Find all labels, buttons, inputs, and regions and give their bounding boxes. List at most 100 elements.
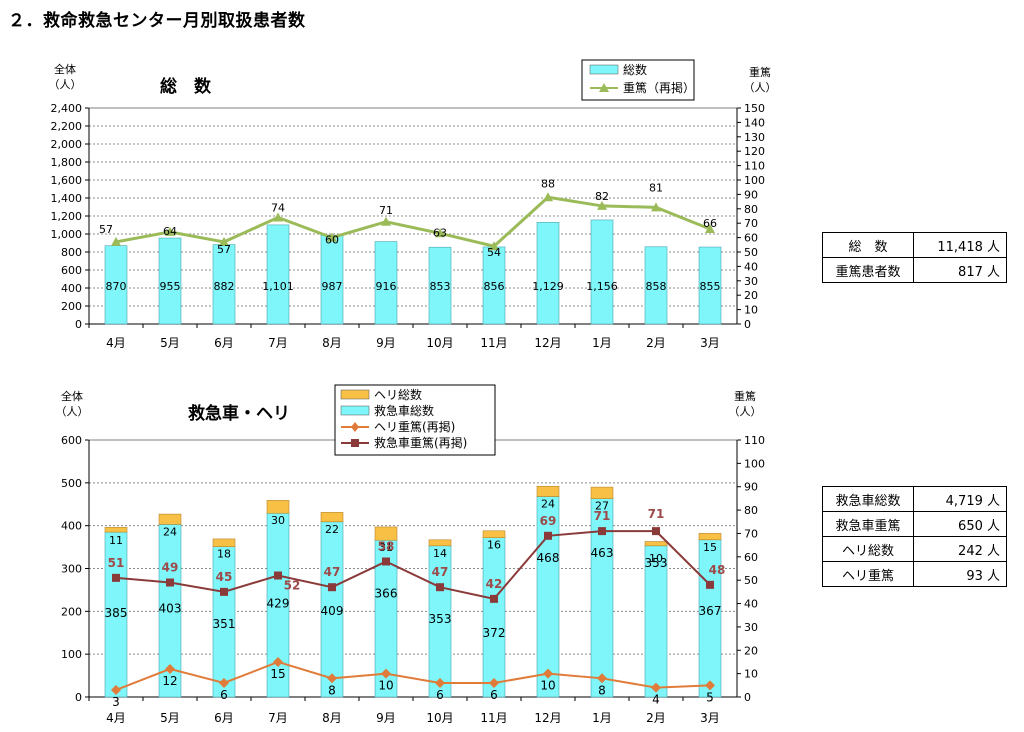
- total-patients-chart: 02004006008001,0001,2001,4001,6001,8002,…: [49, 59, 777, 350]
- heli-bar-value: 22: [325, 523, 339, 536]
- ambulance-bar: [482, 537, 506, 698]
- serious-line: [115, 195, 711, 248]
- heli-bar: [536, 485, 560, 497]
- legend-ambulance-serious-label: 救急車重篤(再掲): [374, 435, 467, 450]
- ambulance-serious-value: 42: [486, 577, 503, 591]
- ambulance-bar-value: 429: [267, 597, 290, 611]
- left-tick-label: 1,000: [51, 228, 83, 241]
- table-row: 救急車重篤 650 人: [822, 511, 1007, 537]
- ambulance-serious-point: [598, 527, 606, 536]
- heli-bar-value: 14: [433, 547, 447, 560]
- heli-serious-line: [115, 660, 711, 691]
- heli-bar: [482, 530, 506, 538]
- total-bar-value: 856: [484, 280, 505, 293]
- summary-value: 817 人: [913, 257, 1007, 283]
- left-tick-label: 600: [61, 434, 82, 447]
- ambulance-serious-value: 49: [162, 561, 179, 575]
- right-tick-label: 0: [744, 318, 751, 331]
- serious-point: [651, 202, 661, 212]
- ambulance-serious-point: [436, 583, 444, 592]
- right-tick-label: 30: [744, 621, 758, 634]
- heli-bar-value: 27: [595, 500, 609, 513]
- ambulance-bar-value: 353: [645, 556, 668, 570]
- summary-value: 11,418 人: [913, 232, 1007, 258]
- x-tick-label: 10月: [426, 336, 453, 350]
- serious-point: [111, 236, 121, 246]
- summary-value: 93 人: [913, 561, 1007, 587]
- total-bar: [374, 241, 398, 325]
- serious-value: 60: [325, 234, 339, 247]
- right-tick-label: 110: [744, 434, 765, 447]
- right-tick-label: 50: [744, 574, 758, 587]
- serious-point: [165, 226, 175, 236]
- heli-serious-value: 10: [378, 679, 393, 693]
- right-tick-label: 60: [744, 232, 758, 245]
- total-bar: [644, 246, 668, 325]
- ambulance-serious-point: [706, 580, 714, 589]
- table-row: 総 数 11,418 人: [822, 232, 1007, 258]
- left-tick-label: 200: [61, 300, 82, 313]
- right-tick-label: 0: [744, 691, 751, 704]
- ambulance-bar-value: 403: [159, 602, 182, 616]
- table-row: 救急車総数 4,719 人: [822, 486, 1007, 512]
- serious-value: 57: [217, 243, 231, 256]
- x-tick-label: 5月: [160, 711, 180, 725]
- left-tick-label: 300: [61, 563, 82, 576]
- ambulance-bar-value: 367: [699, 604, 722, 618]
- ambulance-bar-value: 409: [321, 604, 344, 618]
- left-axis-label: 全体: [61, 389, 83, 403]
- heli-bar-value: 10: [649, 552, 663, 565]
- ambulance-serious-point: [490, 594, 498, 603]
- heli-serious-point: [111, 684, 121, 695]
- heli-serious-point: [327, 673, 337, 684]
- x-tick-label: 6月: [214, 336, 234, 350]
- heli-bar: [374, 526, 398, 541]
- right-axis-unit: （人）: [729, 405, 762, 418]
- summary-label: ヘリ重篤: [822, 561, 914, 587]
- serious-value: 81: [649, 181, 663, 194]
- heli-bar: [698, 533, 722, 541]
- heli-bar: [266, 500, 290, 514]
- left-axis-unit: （人）: [56, 405, 89, 418]
- ambulance-serious-value: 52: [284, 579, 301, 593]
- heli-serious-point: [597, 673, 607, 684]
- heli-serious-point: [651, 682, 661, 693]
- right-tick-label: 130: [744, 131, 765, 144]
- ambulance-serious-value: 69: [540, 514, 557, 528]
- left-tick-label: 2,000: [51, 138, 83, 151]
- legend-ambulance-serious-marker: [351, 439, 359, 447]
- heli-bar-value: 18: [217, 548, 231, 561]
- total-bar: [266, 224, 290, 325]
- total-bar: [428, 246, 452, 325]
- total-bar: [590, 219, 614, 325]
- ambulance-serious-line: [115, 530, 711, 600]
- right-tick-label: 80: [744, 504, 758, 517]
- legend-heli-swatch: [340, 389, 370, 400]
- serious-value: 88: [541, 177, 555, 190]
- ambulance-bar-value: 351: [213, 617, 236, 631]
- heli-serious-value: 4: [652, 693, 660, 707]
- right-axis-unit: （人）: [744, 81, 777, 94]
- ambulance-serious-point: [274, 571, 282, 580]
- heli-serious-value: 8: [598, 683, 606, 697]
- x-tick-label: 12月: [534, 711, 561, 725]
- right-tick-label: 40: [744, 598, 758, 611]
- heli-serious-point: [489, 677, 499, 688]
- left-tick-label: 1,200: [51, 210, 83, 223]
- serious-value: 82: [595, 190, 609, 203]
- page-title: ２．救命救急センター月別取扱患者数: [8, 11, 306, 31]
- heli-serious-point: [219, 677, 229, 688]
- heli-serious-point: [165, 663, 175, 674]
- ambulance-serious-value: 47: [432, 565, 449, 579]
- serious-point: [381, 216, 391, 226]
- heli-bar-value: 15: [703, 541, 717, 554]
- left-axis-unit: （人）: [49, 78, 82, 91]
- ambulance-serious-point: [166, 578, 174, 587]
- x-tick-label: 4月: [106, 336, 126, 350]
- right-tick-label: 70: [744, 217, 758, 230]
- right-tick-label: 70: [744, 527, 758, 540]
- table-row: 重篤患者数 817 人: [822, 257, 1007, 283]
- ambulance-bar-value: 468: [537, 551, 560, 565]
- heli-serious-value: 3: [112, 695, 120, 709]
- serious-value: 66: [703, 217, 717, 230]
